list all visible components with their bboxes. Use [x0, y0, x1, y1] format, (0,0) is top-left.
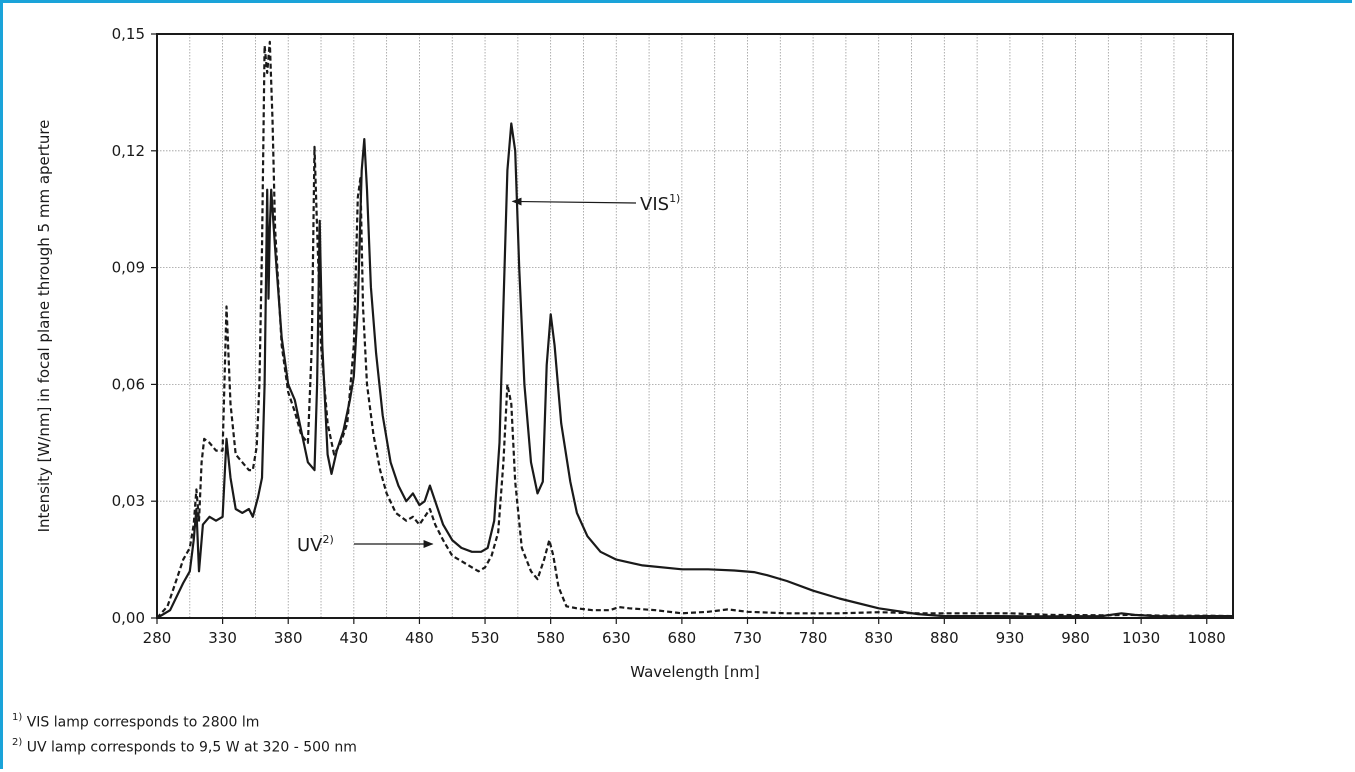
annotation-arrow-vis: [511, 197, 637, 206]
x-tick-label: 980: [1061, 629, 1090, 647]
annotation-label-vis: VIS1): [640, 192, 680, 215]
x-tick-label: 530: [471, 629, 500, 647]
series-line-vis: [156, 122, 1233, 619]
footnote-uv-text: UV lamp corresponds to 9,5 W at 320 - 50…: [26, 739, 357, 756]
x-tick-label: 680: [668, 629, 697, 647]
y-tick-label: 0,06: [112, 375, 145, 393]
x-tick-label: 730: [733, 629, 762, 647]
x-tick-label: 630: [602, 629, 631, 647]
annotation-superscript: 1): [669, 192, 680, 205]
y-tick-label: 0,09: [112, 259, 145, 277]
tick-layer: 280 330 380 430 480 530 580 630 680 730 780 830 880 9…: [112, 25, 1226, 647]
spectrum-chart: 280 330 380 430 480 530 580 630 680 730 780 830 880 9…: [35, 25, 1234, 681]
y-tick-label: 0,12: [112, 142, 145, 160]
x-tick-label: 880: [930, 629, 959, 647]
x-tick-label: 280: [143, 629, 172, 647]
x-tick-label: 930: [996, 629, 1025, 647]
series-layer: [156, 40, 1234, 619]
x-tick-label: 480: [405, 629, 434, 647]
y-tick-label: 0,00: [112, 609, 145, 627]
y-axis-label: Intensity [W/nm] in focal plane through …: [35, 120, 53, 533]
x-tick-label: 1080: [1188, 629, 1226, 647]
footnote-uv: 2) UV lamp corresponds to 9,5 W at 320 -…: [12, 737, 357, 756]
footnote-uv-marker: 2): [12, 737, 23, 748]
series-line-uv: [156, 40, 1234, 619]
x-tick-label: 380: [274, 629, 303, 647]
annotation-superscript: 2): [323, 533, 334, 546]
plot-area-border: [156, 33, 1234, 619]
y-tick-label: 0,15: [112, 25, 145, 43]
x-axis-label: Wavelength [nm]: [630, 663, 760, 681]
x-tick-label: 430: [340, 629, 369, 647]
x-tick-label: 580: [536, 629, 565, 647]
x-tick-label: 1030: [1122, 629, 1160, 647]
x-tick-label: 330: [208, 629, 237, 647]
footnote-vis-text: VIS lamp corresponds to 2800 lm: [26, 714, 260, 731]
x-tick-label: 830: [864, 629, 893, 647]
annotation-label-uv: UV2): [297, 533, 334, 556]
footnote-vis: 1) VIS lamp corresponds to 2800 lm: [12, 712, 260, 731]
x-tick-label: 780: [799, 629, 828, 647]
y-tick-label: 0,03: [112, 492, 145, 510]
footnote-vis-marker: 1): [12, 712, 23, 723]
